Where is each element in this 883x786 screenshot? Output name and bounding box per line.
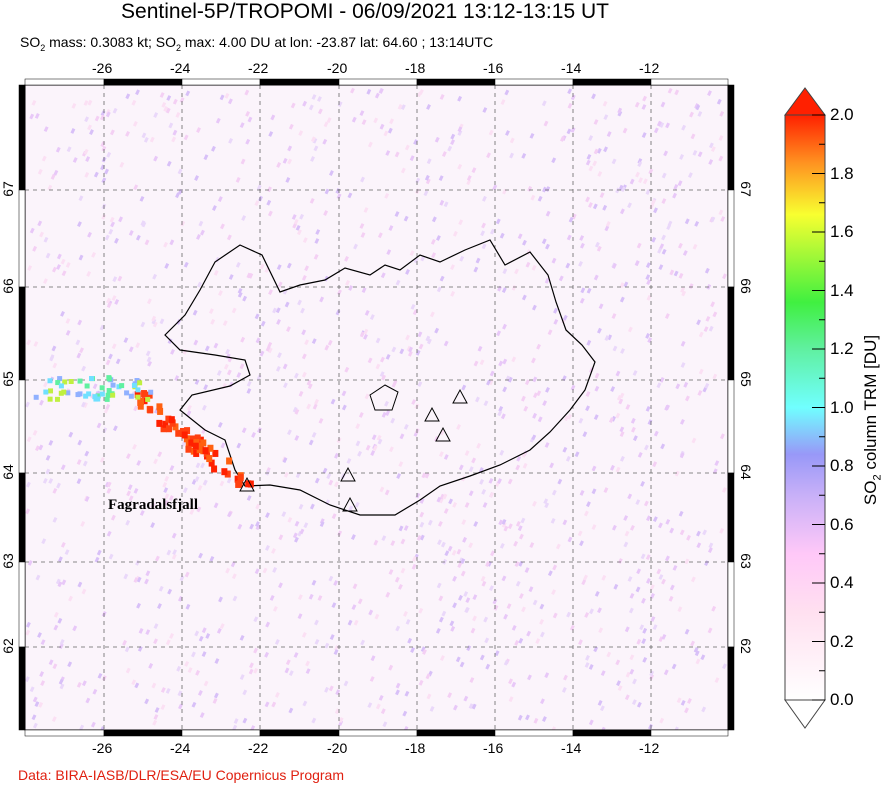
colorbar-tick-label: 0.4 bbox=[830, 573, 854, 592]
lat-tick-label-right: 62 bbox=[737, 638, 754, 654]
lon-tick-label-bottom: -24 bbox=[170, 740, 191, 756]
colorbar-tick-label: 1.8 bbox=[830, 163, 854, 183]
lat-tick-label-left: 67 bbox=[0, 181, 16, 197]
colorbar-tick-label: 0.0 bbox=[830, 690, 854, 709]
subtitle-part: max: 4.00 DU at lon: -23.87 lat: 64.60 ;… bbox=[181, 34, 494, 50]
colorbar-tick-label: 0.6 bbox=[830, 514, 854, 534]
lat-tick-label-left: 64 bbox=[0, 464, 16, 480]
map-border-bands bbox=[18, 78, 735, 737]
data-credit: Data: BIRA-IASB/DLR/ESA/EU Copernicus Pr… bbox=[18, 767, 345, 783]
volcano-triangle-icon bbox=[452, 388, 468, 404]
iceland-coastline bbox=[164, 239, 596, 516]
lon-tick-label-bottom: -22 bbox=[248, 740, 269, 756]
colorbar-label-part: SO bbox=[861, 480, 880, 506]
colorbar-label-part: column TRM [DU] bbox=[861, 334, 880, 475]
lon-tick-label-bottom: -14 bbox=[561, 740, 582, 756]
lon-tick-label-bottom: -16 bbox=[483, 740, 504, 756]
volcano-triangle-icon bbox=[424, 406, 440, 422]
colorbar-tick-label: 0.2 bbox=[830, 631, 854, 651]
lon-tick-label-bottom: -18 bbox=[405, 740, 426, 756]
lat-tick-label-left: 62 bbox=[0, 638, 16, 654]
volcano-triangle-icon bbox=[340, 466, 356, 482]
colorbar-tick-label: 2.0 bbox=[830, 105, 854, 124]
colorbar-tick-label: 1.6 bbox=[830, 222, 854, 241]
lat-tick-label-left: 66 bbox=[0, 278, 16, 294]
lat-tick-label-right: 66 bbox=[737, 278, 754, 294]
colorbar-max-triangle bbox=[784, 87, 826, 116]
lat-tick-label-right: 65 bbox=[737, 371, 754, 387]
graticule bbox=[25, 85, 728, 730]
colorbar-tick-label: 1.0 bbox=[830, 397, 854, 417]
lon-tick-label-bottom: -12 bbox=[639, 740, 660, 756]
so2-background-noise bbox=[24, 87, 727, 733]
lon-tick-label-top: -22 bbox=[248, 60, 269, 76]
subtitle-sub: 2 bbox=[40, 42, 46, 53]
lat-tick-label-left: 65 bbox=[0, 371, 16, 387]
lon-tick-label-top: -16 bbox=[483, 60, 504, 76]
colorbar-min-triangle bbox=[784, 699, 826, 729]
volcano-markers bbox=[239, 388, 468, 512]
subtitle-sub: 2 bbox=[175, 42, 181, 53]
volcano-triangle-icon bbox=[435, 426, 451, 442]
lon-tick-label-top: -14 bbox=[561, 60, 582, 76]
lake-outline bbox=[369, 384, 399, 411]
lon-tick-label-bottom: -20 bbox=[327, 740, 348, 756]
colorbar-label-sub: 2 bbox=[871, 474, 883, 481]
lon-tick-label-bottom: -26 bbox=[92, 740, 113, 756]
colorbar-label: SO2 column TRM [DU] bbox=[861, 334, 883, 506]
lat-tick-label-right: 67 bbox=[737, 181, 754, 197]
lon-tick-label-top: -24 bbox=[170, 60, 191, 76]
volcano-triangle-icon bbox=[342, 496, 358, 512]
lon-tick-label-top: -18 bbox=[405, 60, 426, 76]
subtitle-part: SO bbox=[20, 34, 41, 50]
lat-tick-label-right: 64 bbox=[737, 464, 754, 480]
lon-tick-label-top: -12 bbox=[639, 60, 660, 76]
lon-tick-label-top: -26 bbox=[92, 60, 113, 76]
colorbar-tick-label: 1.2 bbox=[830, 339, 854, 358]
volcano-triangle-icon bbox=[239, 476, 255, 492]
lat-tick-label-right: 63 bbox=[737, 553, 754, 569]
map-subtitle: SO2 mass: 0.3083 kt; SO2 max: 4.00 DU at… bbox=[20, 34, 493, 53]
map-title: Sentinel-5P/TROPOMI - 06/09/2021 13:12-1… bbox=[121, 0, 609, 23]
lat-tick-label-left: 63 bbox=[0, 553, 16, 569]
map-background bbox=[25, 85, 728, 730]
subtitle-part: mass: 0.3083 kt; SO bbox=[45, 34, 176, 50]
so2-plume bbox=[33, 375, 254, 488]
lon-tick-label-top: -20 bbox=[327, 60, 348, 76]
colorbar-tick-label: 1.4 bbox=[830, 280, 854, 300]
volcano-label: Fagradalsfjall bbox=[108, 497, 198, 513]
colorbar-tick-label: 0.8 bbox=[830, 456, 854, 475]
